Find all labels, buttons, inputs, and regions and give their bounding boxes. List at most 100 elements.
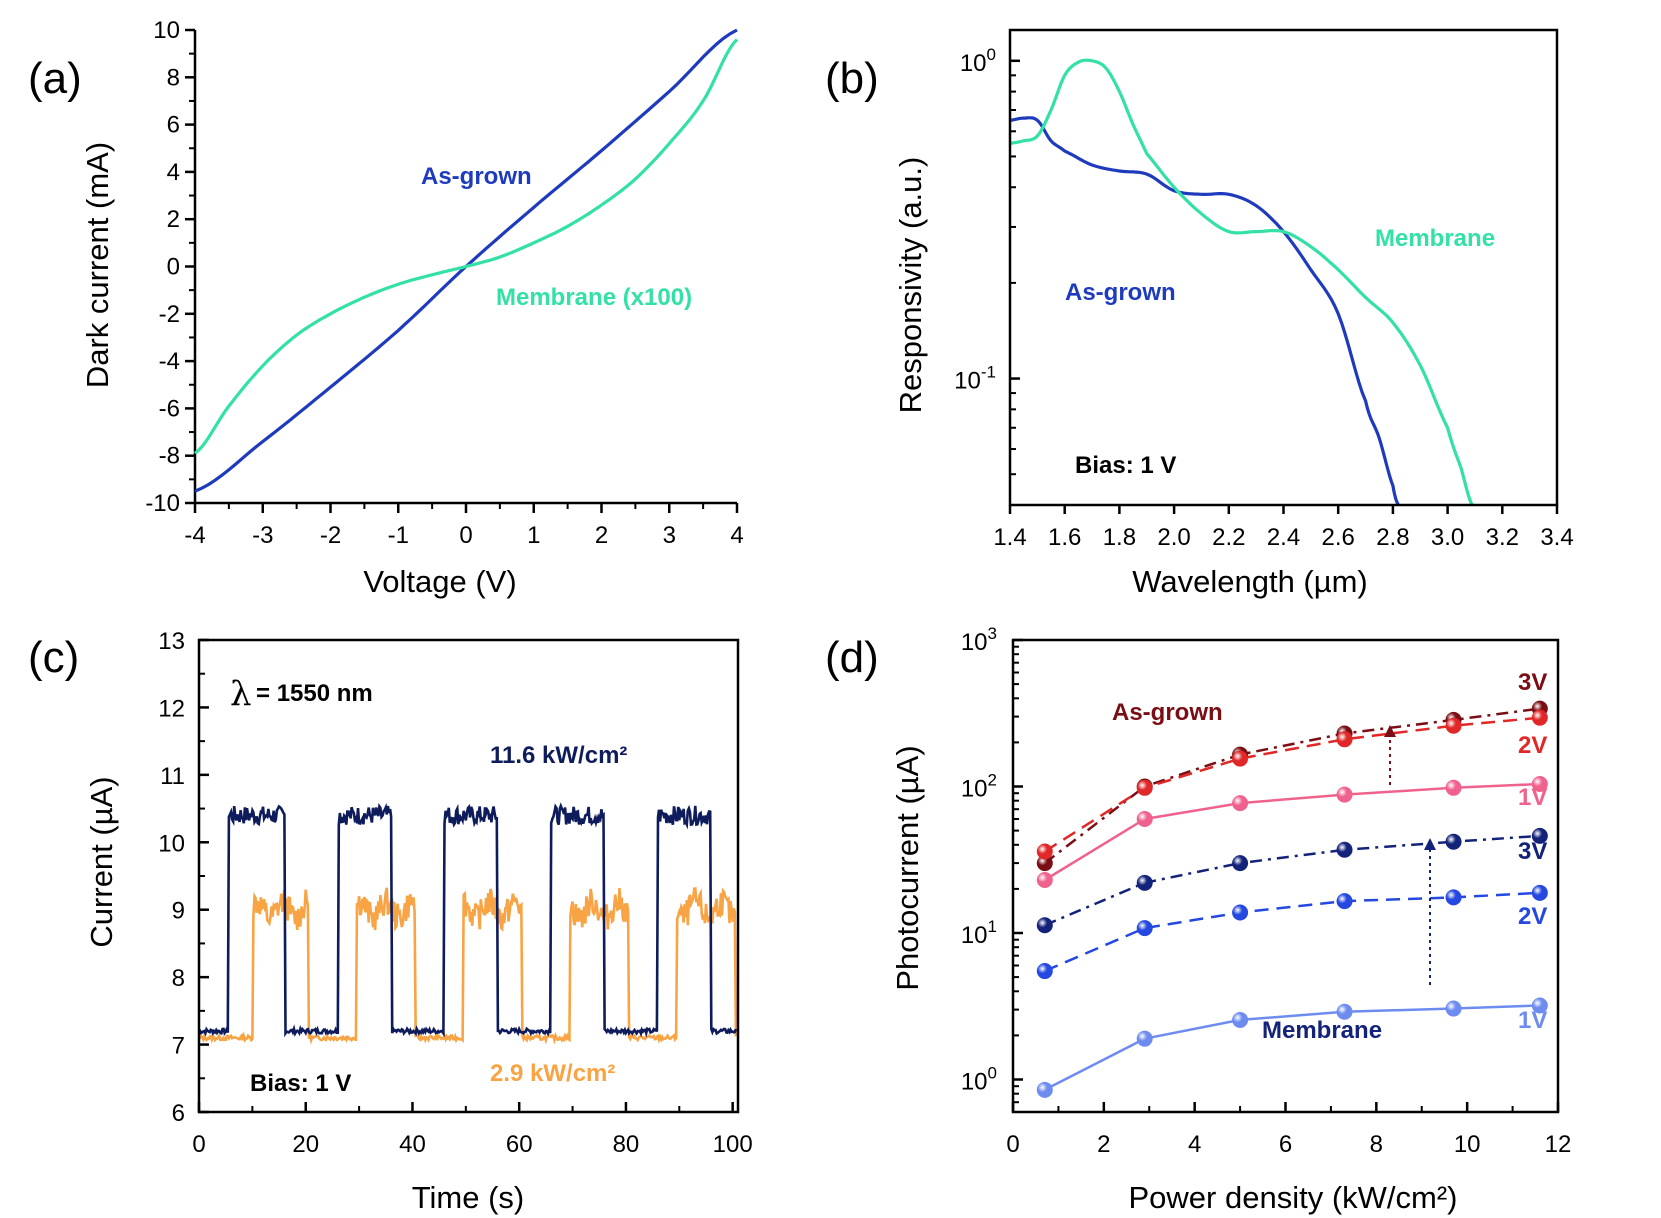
panel-d-xtick-label: 6 [1279, 1131, 1292, 1158]
panel-a-series-asgrown [194, 28, 738, 493]
panel-b-xtick-label: 3.0 [1431, 524, 1464, 551]
panel-d-data-point [1336, 841, 1353, 858]
panel-c-series-high-power [198, 802, 738, 1038]
panel-d-data-point [1336, 1003, 1353, 1020]
panel-c-xlabel: Time (s) [412, 1180, 525, 1215]
panel-d-series-line [1044, 834, 1540, 927]
lambda-symbol: λ [230, 674, 252, 714]
panel-d: (d) 0 2 4 6 8 10 12 103 102 101 100 Power density … [825, 624, 1571, 1215]
panel-d-xtick-label: 10 [1454, 1131, 1481, 1158]
panel-d-asgrown-3v-label: 3V [1518, 669, 1547, 696]
panel-b-frame [1008, 28, 1559, 507]
panel-d-data-point [1232, 795, 1249, 812]
panel-b: (b) 1.4 1.6 1.8 2.0 2.2 2.4 2.6 2.8 3.0 3.2 3.4 100… [825, 28, 1574, 599]
panel-d-data-point [1232, 1011, 1249, 1028]
panel-a-ytick-label: 6 [167, 112, 180, 139]
panel-d-data-point [1445, 1000, 1462, 1017]
panel-d-membrane-2v-label: 2V [1518, 903, 1547, 930]
panel-b-xtick-label: 1.8 [1103, 524, 1136, 551]
panel-d-series-line [1044, 891, 1540, 973]
panel-c-xtick-label: 100 [713, 1131, 753, 1158]
panel-d-data-point [1445, 717, 1462, 734]
panel-a-ytick-label: -4 [159, 348, 180, 375]
panel-d-data-point [1232, 855, 1249, 872]
panel-a-ytick-label: -10 [145, 490, 180, 517]
panel-c-high-power-label: 11.6 kW/cm² [490, 742, 627, 769]
panel-b-xtick-label: 2.2 [1212, 524, 1245, 551]
panel-c-xtick-label: 0 [192, 1131, 205, 1158]
panel-a-series-membrane [193, 38, 739, 455]
panel-c-ytick-label: 12 [158, 695, 185, 722]
panel-d-membrane-label: Membrane [1262, 1017, 1382, 1044]
panel-d-data-point [1336, 893, 1353, 910]
panel-d-xtick-label: 8 [1370, 1131, 1383, 1158]
panel-b-xtick-label: 3.4 [1540, 524, 1573, 551]
panel-c-wavelength: = 1550 nm [256, 680, 373, 707]
panel-d-plot-area: 0 2 4 6 8 10 12 103 102 101 100 [961, 624, 1572, 1158]
membrane-arrow-head [1424, 838, 1436, 850]
panel-a-ylabel: Dark current (mA) [80, 142, 115, 388]
panel-d-xtick-label: 2 [1097, 1131, 1110, 1158]
panel-a-ytick-label: -2 [159, 301, 180, 328]
panel-b-plot-area: 1.4 1.6 1.8 2.0 2.2 2.4 2.6 2.8 3.0 3.2 3.4 100 10-1 [954, 28, 1574, 551]
panel-d-series-line [1044, 716, 1540, 853]
panel-d-xtick-label: 4 [1188, 1131, 1201, 1158]
panel-d-data-point [1232, 904, 1249, 921]
panel-d-data-point [1531, 776, 1548, 793]
panel-d-data-point [1445, 889, 1462, 906]
panel-d-data-point [1136, 920, 1153, 937]
panel-d-data-point [1036, 917, 1053, 934]
panel-d-data-point [1232, 750, 1249, 767]
panel-a-ytick-label: -8 [159, 443, 180, 470]
panel-c-ytick-label: 9 [172, 898, 185, 925]
panel-a-xtick-label: 3 [663, 522, 676, 549]
panel-d-xtick-label: 0 [1006, 1131, 1019, 1158]
panel-b-ytick-label: 100 [960, 45, 996, 77]
panel-d-series-line [1044, 1004, 1540, 1091]
panel-d-series-line [1044, 707, 1540, 865]
panel-b-ylabel: Responsivity (a.u.) [893, 157, 928, 414]
panel-a-ytick-label: 2 [167, 206, 180, 233]
panel-a-membrane-label: Membrane (x100) [496, 284, 692, 311]
panel-c-xtick-label: 40 [399, 1131, 426, 1158]
panel-d-ytick-label: 101 [961, 917, 997, 949]
panel-b-series-membrane [1010, 58, 1474, 505]
panel-a-ytick-label: 8 [167, 64, 180, 91]
panel-c-ytick-label: 8 [172, 965, 185, 992]
panel-d-membrane-3v-label: 3V [1518, 838, 1547, 865]
panel-c-xtick-label: 60 [506, 1131, 533, 1158]
panel-a-ytick-label: 10 [153, 17, 180, 44]
panel-d-membrane-1v-label: 1V [1518, 1007, 1547, 1034]
panel-d-data-point [1036, 843, 1053, 860]
panel-d-asgrown-label: As-grown [1112, 699, 1223, 726]
panel-a-ytick-label: -6 [159, 395, 180, 422]
panel-d-data-point [1136, 779, 1153, 796]
panel-b-xtick-label: 2.6 [1322, 524, 1355, 551]
panel-d-data-point [1036, 855, 1053, 872]
panel-d-data-point [1136, 811, 1153, 828]
panel-c-bias-label: Bias: 1 V [250, 1070, 351, 1097]
panel-c-ytick-label: 11 [160, 763, 185, 790]
panel-c-ytick-label: 13 [158, 628, 185, 655]
panel-a-label: (a) [28, 54, 82, 103]
panel-b-series-asgrown [1010, 116, 1400, 505]
panel-b-membrane-label: Membrane [1375, 225, 1495, 252]
panel-a-xtick-label: -1 [388, 522, 409, 549]
panel-b-xtick-label: 3.2 [1486, 524, 1519, 551]
panel-d-data-point [1336, 731, 1353, 748]
panel-a-xtick-label: -4 [184, 522, 205, 549]
panel-a-ytick-label: 0 [167, 254, 180, 281]
panel-b-ytick-label: 10-1 [954, 363, 996, 395]
panel-d-series-line [1044, 782, 1540, 882]
panel-b-xtick-label: 1.4 [993, 524, 1026, 551]
panel-d-data-point [1445, 779, 1462, 796]
panel-d-data-point [1531, 884, 1548, 901]
panel-d-data-point [1136, 1030, 1153, 1047]
panel-c-ytick-label: 10 [158, 830, 185, 857]
panel-d-xlabel: Power density (kW/cm²) [1129, 1180, 1458, 1215]
panel-a-xlabel: Voltage (V) [363, 564, 516, 599]
asgrown-arrow-head [1384, 725, 1396, 737]
panel-d-ylabel: Photocurrent (µA) [890, 745, 925, 990]
